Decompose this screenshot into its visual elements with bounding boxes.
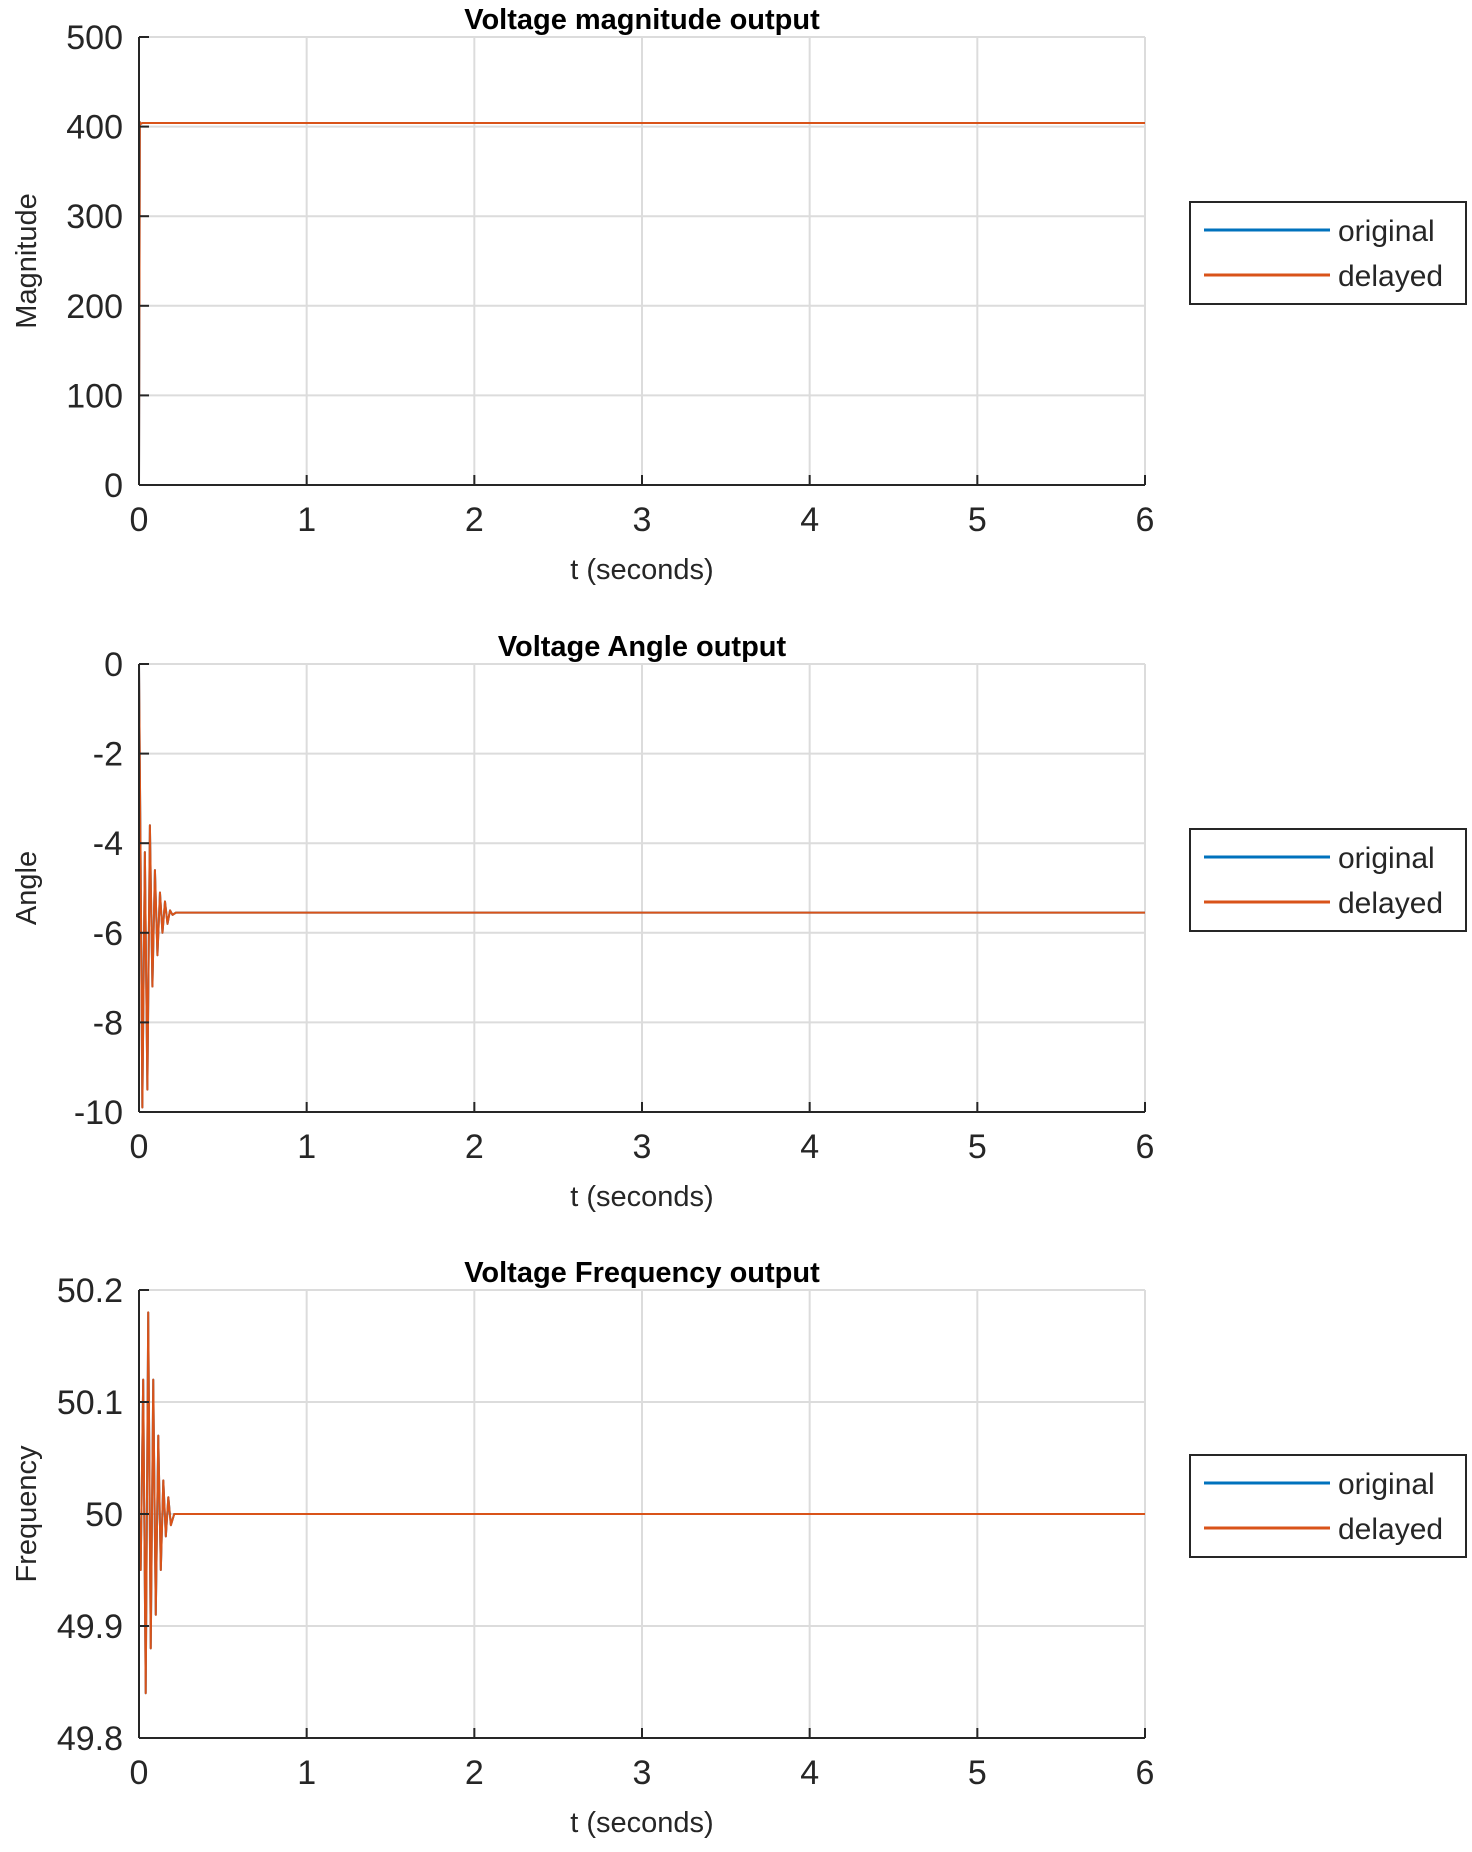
- x-tick-label: 3: [633, 1754, 652, 1792]
- y-tick-label: 50: [85, 1496, 123, 1534]
- x-tick-label: 5: [968, 1754, 987, 1792]
- x-tick-label: 2: [465, 501, 484, 539]
- x-tick-label: 4: [800, 1128, 819, 1166]
- y-axis-label: Frequency: [11, 1445, 43, 1583]
- series-line-delayed: [138, 1311, 1145, 1695]
- y-tick-label: 0: [104, 646, 123, 684]
- legend-box: [1189, 201, 1467, 305]
- y-tick-label: -8: [93, 1004, 123, 1042]
- legend: original delayed: [1189, 201, 1467, 305]
- x-tick-label: 6: [1136, 1754, 1155, 1792]
- x-tick-label: 1: [297, 1754, 316, 1792]
- x-tick-label: 6: [1136, 501, 1155, 539]
- x-axis-label: t (seconds): [570, 554, 713, 586]
- y-tick-label: 0: [104, 467, 123, 505]
- legend-label-original: original: [1338, 842, 1435, 875]
- x-tick-label: 2: [465, 1128, 484, 1166]
- chart-title: Voltage Angle output: [498, 631, 787, 663]
- y-tick-label: -2: [93, 736, 123, 774]
- x-tick-label: 3: [633, 1128, 652, 1166]
- x-tick-label: 4: [800, 501, 819, 539]
- legend-label-original: original: [1338, 215, 1435, 248]
- chart-3: 0 1 2 3 4 5 6 49.8 49.9 50 50.1 50.2 Voltage Frequen…: [11, 1257, 1467, 1839]
- x-axis-label: t (seconds): [570, 1181, 713, 1213]
- x-tick-label: 0: [130, 501, 149, 539]
- x-tick-label: 1: [297, 1128, 316, 1166]
- y-axis-label: Angle: [11, 851, 43, 925]
- y-tick-label: 49.9: [57, 1608, 123, 1646]
- legend: original delayed: [1189, 1454, 1467, 1558]
- x-tick-label: 0: [130, 1128, 149, 1166]
- x-tick-label: 0: [130, 1754, 149, 1792]
- y-tick-label: -10: [74, 1094, 123, 1132]
- x-tick-label: 5: [968, 1128, 987, 1166]
- legend-label-delayed: delayed: [1338, 260, 1443, 293]
- y-tick-label: 50.1: [57, 1384, 123, 1422]
- x-tick-label: 1: [297, 501, 316, 539]
- y-tick-label: 200: [66, 288, 123, 326]
- chart-2: 0 1 2 3 4 5 6 0 -2 -4 -6 -8 -10 Voltage Angle output t…: [11, 631, 1467, 1213]
- x-tick-label: 2: [465, 1754, 484, 1792]
- y-tick-label: 400: [66, 109, 123, 147]
- x-tick-label: 4: [800, 1754, 819, 1792]
- y-tick-label: -4: [93, 825, 123, 863]
- series-line-delayed: [138, 663, 1145, 1109]
- legend-label-delayed: delayed: [1338, 887, 1443, 920]
- legend-box: [1189, 1454, 1467, 1558]
- legend-label-original: original: [1338, 1468, 1435, 1501]
- legend-label-delayed: delayed: [1338, 1513, 1443, 1546]
- legend: original delayed: [1189, 828, 1467, 932]
- x-tick-label: 6: [1136, 1128, 1155, 1166]
- y-tick-label: 500: [66, 19, 123, 57]
- x-axis-label: t (seconds): [570, 1807, 713, 1839]
- y-tick-label: 49.8: [57, 1720, 123, 1758]
- y-tick-label: 100: [66, 377, 123, 415]
- y-tick-label: 300: [66, 198, 123, 236]
- chart-title: Voltage Frequency output: [464, 1257, 820, 1289]
- chart-1: 0 1 2 3 4 5 6 0 100 200 300 400 500 Voltage magnitude…: [11, 4, 1467, 586]
- y-tick-label: 50.2: [57, 1272, 123, 1310]
- chart-title: Voltage magnitude output: [464, 4, 820, 36]
- legend-box: [1189, 828, 1467, 932]
- x-tick-label: 5: [968, 501, 987, 539]
- y-axis-label: Magnitude: [11, 193, 43, 328]
- y-tick-label: -6: [93, 915, 123, 953]
- x-tick-label: 3: [633, 501, 652, 539]
